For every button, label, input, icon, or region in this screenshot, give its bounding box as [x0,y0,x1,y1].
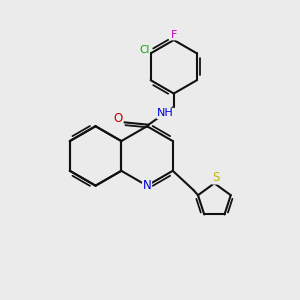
Text: S: S [212,171,220,184]
Text: O: O [114,112,123,125]
Text: F: F [171,30,177,40]
Text: N: N [143,179,152,192]
Text: NH: NH [157,108,174,118]
Text: Cl: Cl [139,45,149,56]
